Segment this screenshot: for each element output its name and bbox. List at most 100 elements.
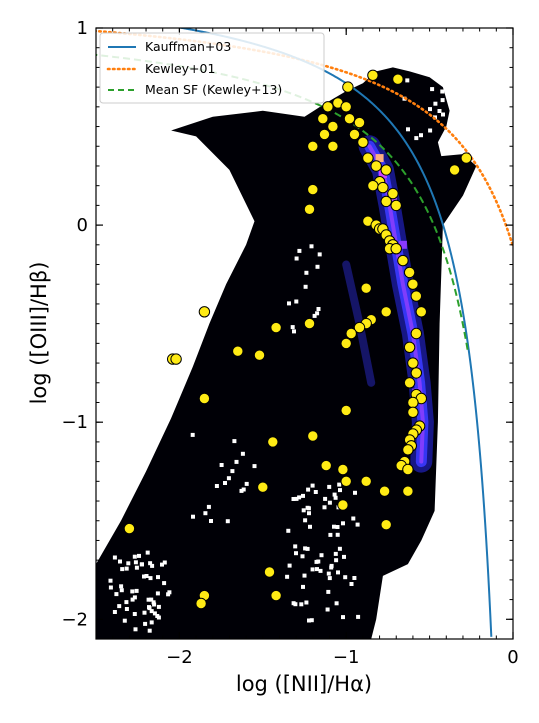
- density-gap-cell: [133, 627, 138, 632]
- density-gap-cell: [240, 451, 245, 456]
- density-gap-cell: [304, 270, 309, 275]
- density-gap-cell: [419, 133, 423, 138]
- density-gap-cell: [297, 248, 302, 253]
- density-gap-cell: [149, 597, 154, 602]
- data-point: [410, 327, 422, 340]
- density-gap-cell: [151, 600, 156, 605]
- density-gap-cell: [203, 511, 208, 516]
- density-gap-cell: [322, 505, 327, 510]
- y-tick-label: 0: [77, 215, 88, 236]
- density-gap-cell: [414, 136, 419, 141]
- density-gap-cell: [132, 612, 137, 616]
- density-gap-cell: [428, 107, 432, 112]
- data-point: [337, 463, 349, 476]
- data-point: [123, 522, 136, 535]
- density-gap-cell: [353, 490, 357, 495]
- data-point: [353, 116, 366, 129]
- density-gap-cell: [308, 524, 312, 529]
- data-point: [367, 180, 379, 192]
- density-gap-cell: [120, 567, 125, 572]
- x-axis-label: log ([NII]/Hα): [236, 672, 372, 696]
- data-point: [402, 444, 414, 456]
- density-gap-cell: [108, 578, 113, 583]
- density-gap-cell: [252, 464, 257, 469]
- density-gap-cell: [234, 459, 239, 464]
- y-tick-label: −2: [61, 609, 88, 630]
- line-kewley13: [96, 53, 469, 352]
- density-gap-cell: [118, 559, 122, 564]
- density-gap-cell: [307, 511, 311, 516]
- density-gap-cell: [301, 508, 306, 513]
- scatter-points: [123, 69, 472, 610]
- x-tick-label: −2: [166, 647, 193, 668]
- density-gap-cell: [305, 546, 310, 551]
- density-gap-cell: [356, 614, 361, 619]
- density-gap-cell: [137, 553, 141, 558]
- y-axis-label: log ([OIII]/Hβ): [27, 262, 51, 405]
- density-gap-cell: [124, 607, 129, 611]
- density-gap-cell: [334, 601, 339, 606]
- density-gap-cell: [310, 567, 315, 572]
- density-gap-cell: [239, 488, 244, 493]
- density-gap-cell: [303, 284, 308, 289]
- density-gap-cell: [294, 299, 299, 304]
- data-point: [317, 113, 329, 125]
- data-point: [307, 430, 319, 442]
- density-gap-cell: [437, 109, 442, 113]
- density-gap-cell: [355, 522, 360, 527]
- data-point: [322, 101, 334, 113]
- density-gaps: [108, 78, 445, 633]
- density-gap-cell: [162, 560, 167, 565]
- density-gap-cell: [149, 609, 154, 614]
- density-gap-cell: [152, 611, 157, 616]
- density-gap-cell: [209, 519, 213, 523]
- data-point: [392, 73, 404, 85]
- density-gap-cell: [142, 574, 146, 579]
- density-gap-cell: [316, 307, 321, 311]
- data-point: [407, 357, 419, 369]
- data-point: [345, 327, 357, 340]
- density-gap-cell: [114, 592, 119, 597]
- density-gap-cell: [433, 101, 438, 106]
- density-gap-cell: [327, 576, 332, 581]
- density-gap-cell: [327, 484, 332, 489]
- density-gap-cell: [230, 469, 235, 474]
- density-gap-cell: [145, 550, 150, 555]
- density-gap-cell: [326, 589, 331, 594]
- data-point: [327, 120, 339, 133]
- density-gap-cell: [342, 554, 346, 559]
- density-peak-cell: [398, 240, 407, 249]
- density-gap-cell: [124, 566, 129, 571]
- data-point: [402, 485, 414, 497]
- data-point: [343, 113, 356, 125]
- density-gap-cell: [150, 563, 155, 568]
- density-gap-cell: [337, 546, 342, 551]
- data-point: [348, 128, 361, 141]
- density-gap-cell: [305, 505, 310, 510]
- data-point: [198, 392, 211, 405]
- data-point: [342, 81, 354, 93]
- density-gap-cell: [132, 595, 137, 600]
- data-point: [327, 140, 339, 153]
- data-point: [170, 353, 182, 365]
- density-gap-cell: [124, 600, 129, 605]
- density-gap-cell: [307, 618, 311, 623]
- density-gap-cell: [286, 528, 291, 533]
- density-gap-cell: [156, 615, 161, 620]
- density-gap-cell: [147, 606, 152, 611]
- data-point: [267, 436, 279, 448]
- density-gap-cell: [290, 325, 295, 330]
- density-gap-cell: [146, 597, 151, 602]
- density-gap-cell: [430, 87, 435, 92]
- density-gap-cell: [160, 562, 164, 567]
- density-gap-cell: [122, 618, 127, 623]
- plot-area: [96, 28, 513, 639]
- density-gap-cell: [301, 584, 305, 589]
- density-gap-cell: [310, 483, 315, 488]
- density-peak-cell: [375, 154, 384, 163]
- density-gap-cell: [338, 488, 342, 493]
- density-gap-cell: [156, 604, 161, 609]
- legend-label-kauffmann: Kauffman+03: [145, 39, 231, 54]
- density-gap-cell: [140, 562, 144, 567]
- density-gap-cell: [223, 481, 227, 485]
